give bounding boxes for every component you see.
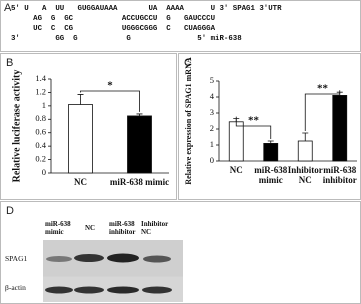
band <box>46 256 72 262</box>
x-tick-label: miR-638 inhibitor <box>322 165 357 185</box>
panel-letter: C <box>184 57 192 69</box>
y-tick-label: 0.6 <box>35 127 46 137</box>
bar <box>263 143 279 162</box>
y-axis-label: Relative luciferase activity <box>11 70 22 183</box>
y-tick-label: 0.2 <box>35 154 46 164</box>
band <box>107 286 139 294</box>
y-tick-label: 0 <box>42 167 46 177</box>
significance-label: ** <box>317 83 329 95</box>
error-bar <box>77 94 84 105</box>
bar <box>332 95 348 162</box>
lane-label: Inhibitor NC <box>141 220 169 236</box>
error-bar <box>136 113 143 116</box>
x-tick-label: NC <box>229 165 243 175</box>
panel-letter: D <box>6 205 14 217</box>
x-tick-label: miR-638 mimic <box>254 165 288 185</box>
band <box>74 286 104 294</box>
error-bar <box>302 132 309 141</box>
bar <box>127 115 152 174</box>
lane-label: miR-638 inhibitor <box>109 220 136 236</box>
bar <box>297 140 313 162</box>
y-tick-label: 0.4 <box>35 140 46 150</box>
sequence-line: UC C CG UGGGCGGG C CUAGGGA <box>11 25 216 33</box>
panel-a: A 5' U A UU GUGGAUAAA UA AAAA U 3' SPAG1… <box>0 0 361 52</box>
panel-letter: A <box>4 2 12 14</box>
significance-bracket <box>80 90 140 112</box>
y-tick-label: 1 <box>42 100 46 110</box>
row-label: SPAG1 <box>5 254 28 263</box>
bar <box>68 104 93 174</box>
significance-label: ** <box>248 115 260 127</box>
chart: 0 0.2 0.4 0.6 0.8 1 1.2 1.4 Relative luciferase … <box>11 70 169 183</box>
band <box>74 254 104 262</box>
band <box>107 253 139 263</box>
y-tick-label: 1 <box>210 139 214 149</box>
blot <box>43 240 183 302</box>
y-tick-label: 4 <box>210 91 215 101</box>
band <box>142 286 172 294</box>
sequence-line: 3' GG G G 5' miR-638 <box>11 35 242 43</box>
y-tick-label: 0.8 <box>35 113 46 123</box>
bar <box>228 121 244 162</box>
chart: 0 1 2 3 4 5 Relative expression of SPAG1 mRNA *… <box>184 57 357 185</box>
panel-c: C 0 1 2 3 4 5 Relative expression of SPAG1 mRN… <box>178 53 361 200</box>
panel-d: D miR-638 mimic NC miR-638 inhibitor Inh… <box>0 201 361 304</box>
sequence-line: 5' U A UU GUGGAUAAA UA AAAA U 3' SPAG1 3… <box>11 5 282 13</box>
x-tick-label: miR-638 mimic <box>109 177 170 187</box>
x-tick-label: Inhibitor NC <box>287 165 323 185</box>
y-tick-label: 3 <box>210 107 214 117</box>
y-axis-label: Relative expression of SPAG1 mRNA <box>184 57 193 184</box>
y-tick-label: 5 <box>210 75 214 85</box>
band <box>143 255 171 263</box>
x-tick-label: NC <box>74 177 87 187</box>
lane-label: miR-638 mimic <box>45 220 71 236</box>
sequence-line: AG G GC ACCUGCCU G GAUCCCU <box>11 15 216 23</box>
y-tick-label: 0 <box>210 155 214 165</box>
y-tick-label: 1.2 <box>35 86 46 96</box>
panel-letter: B <box>6 57 14 69</box>
lane-label: NC <box>85 224 96 232</box>
significance-bracket <box>235 116 272 139</box>
significance-label: * <box>107 80 113 92</box>
y-tick-label: 2 <box>210 123 214 133</box>
row-label: β-actin <box>5 283 26 292</box>
error-bar <box>267 140 274 144</box>
y-tick-label: 1.4 <box>35 73 46 83</box>
panel-b: B 0 0.2 0.4 0.6 0.8 1 1.2 1.4 Relative luciferas… <box>0 53 177 200</box>
band <box>45 286 73 294</box>
significance-bracket <box>304 90 341 131</box>
